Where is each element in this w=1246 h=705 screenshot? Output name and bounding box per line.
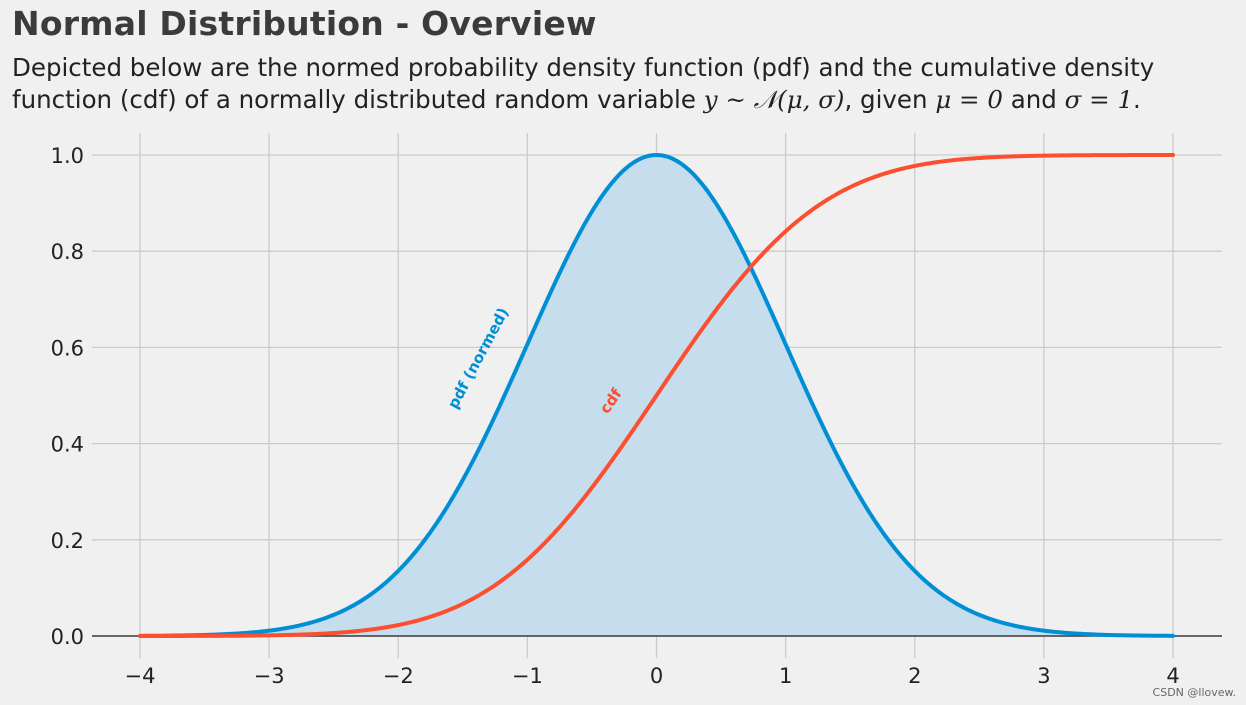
subtitle-line1: Depicted below are the normed probabilit… <box>12 53 1155 82</box>
subtitle-line2-suffix: . <box>1133 85 1141 114</box>
subtitle-line2-middle: , given <box>844 85 936 114</box>
chart-title: Normal Distribution - Overview <box>12 4 597 43</box>
x-tick-label: −3 <box>254 664 285 688</box>
y-tick-label: 0.2 <box>51 529 84 553</box>
y-tick-label: 0.6 <box>51 336 84 360</box>
pdf-line <box>138 153 1175 638</box>
x-tick-label: 0 <box>650 664 663 688</box>
x-tick-label: −2 <box>383 664 414 688</box>
x-tick-label: 2 <box>908 664 921 688</box>
y-tick-label: 0.8 <box>51 240 84 264</box>
x-tick-label: 4 <box>1166 664 1179 688</box>
watermark: CSDN @llovew. <box>1152 686 1236 699</box>
subtitle-line2-prefix: function (cdf) of a normally distributed… <box>12 85 704 114</box>
y-tick-label: 0.4 <box>51 433 84 457</box>
cdf-line <box>138 153 1175 638</box>
y-tick-label: 1.0 <box>51 144 84 168</box>
y-tick-label: 0.0 <box>51 625 84 649</box>
x-tick-label: −1 <box>512 664 543 688</box>
chart-subtitle: Depicted below are the normed probabilit… <box>12 52 1232 116</box>
subtitle-math-mu: μ = 0 <box>935 85 1003 114</box>
x-tick-label: −4 <box>125 664 156 688</box>
x-tick-label: 3 <box>1037 664 1050 688</box>
x-tick-label: 1 <box>779 664 792 688</box>
subtitle-math-distribution: y ~ 𝒩(μ, σ) <box>703 85 845 114</box>
subtitle-math-sigma: σ = 1 <box>1064 85 1134 114</box>
pdf-label: pdf (normed) <box>444 305 512 412</box>
subtitle-line2-and: and <box>1002 85 1065 114</box>
